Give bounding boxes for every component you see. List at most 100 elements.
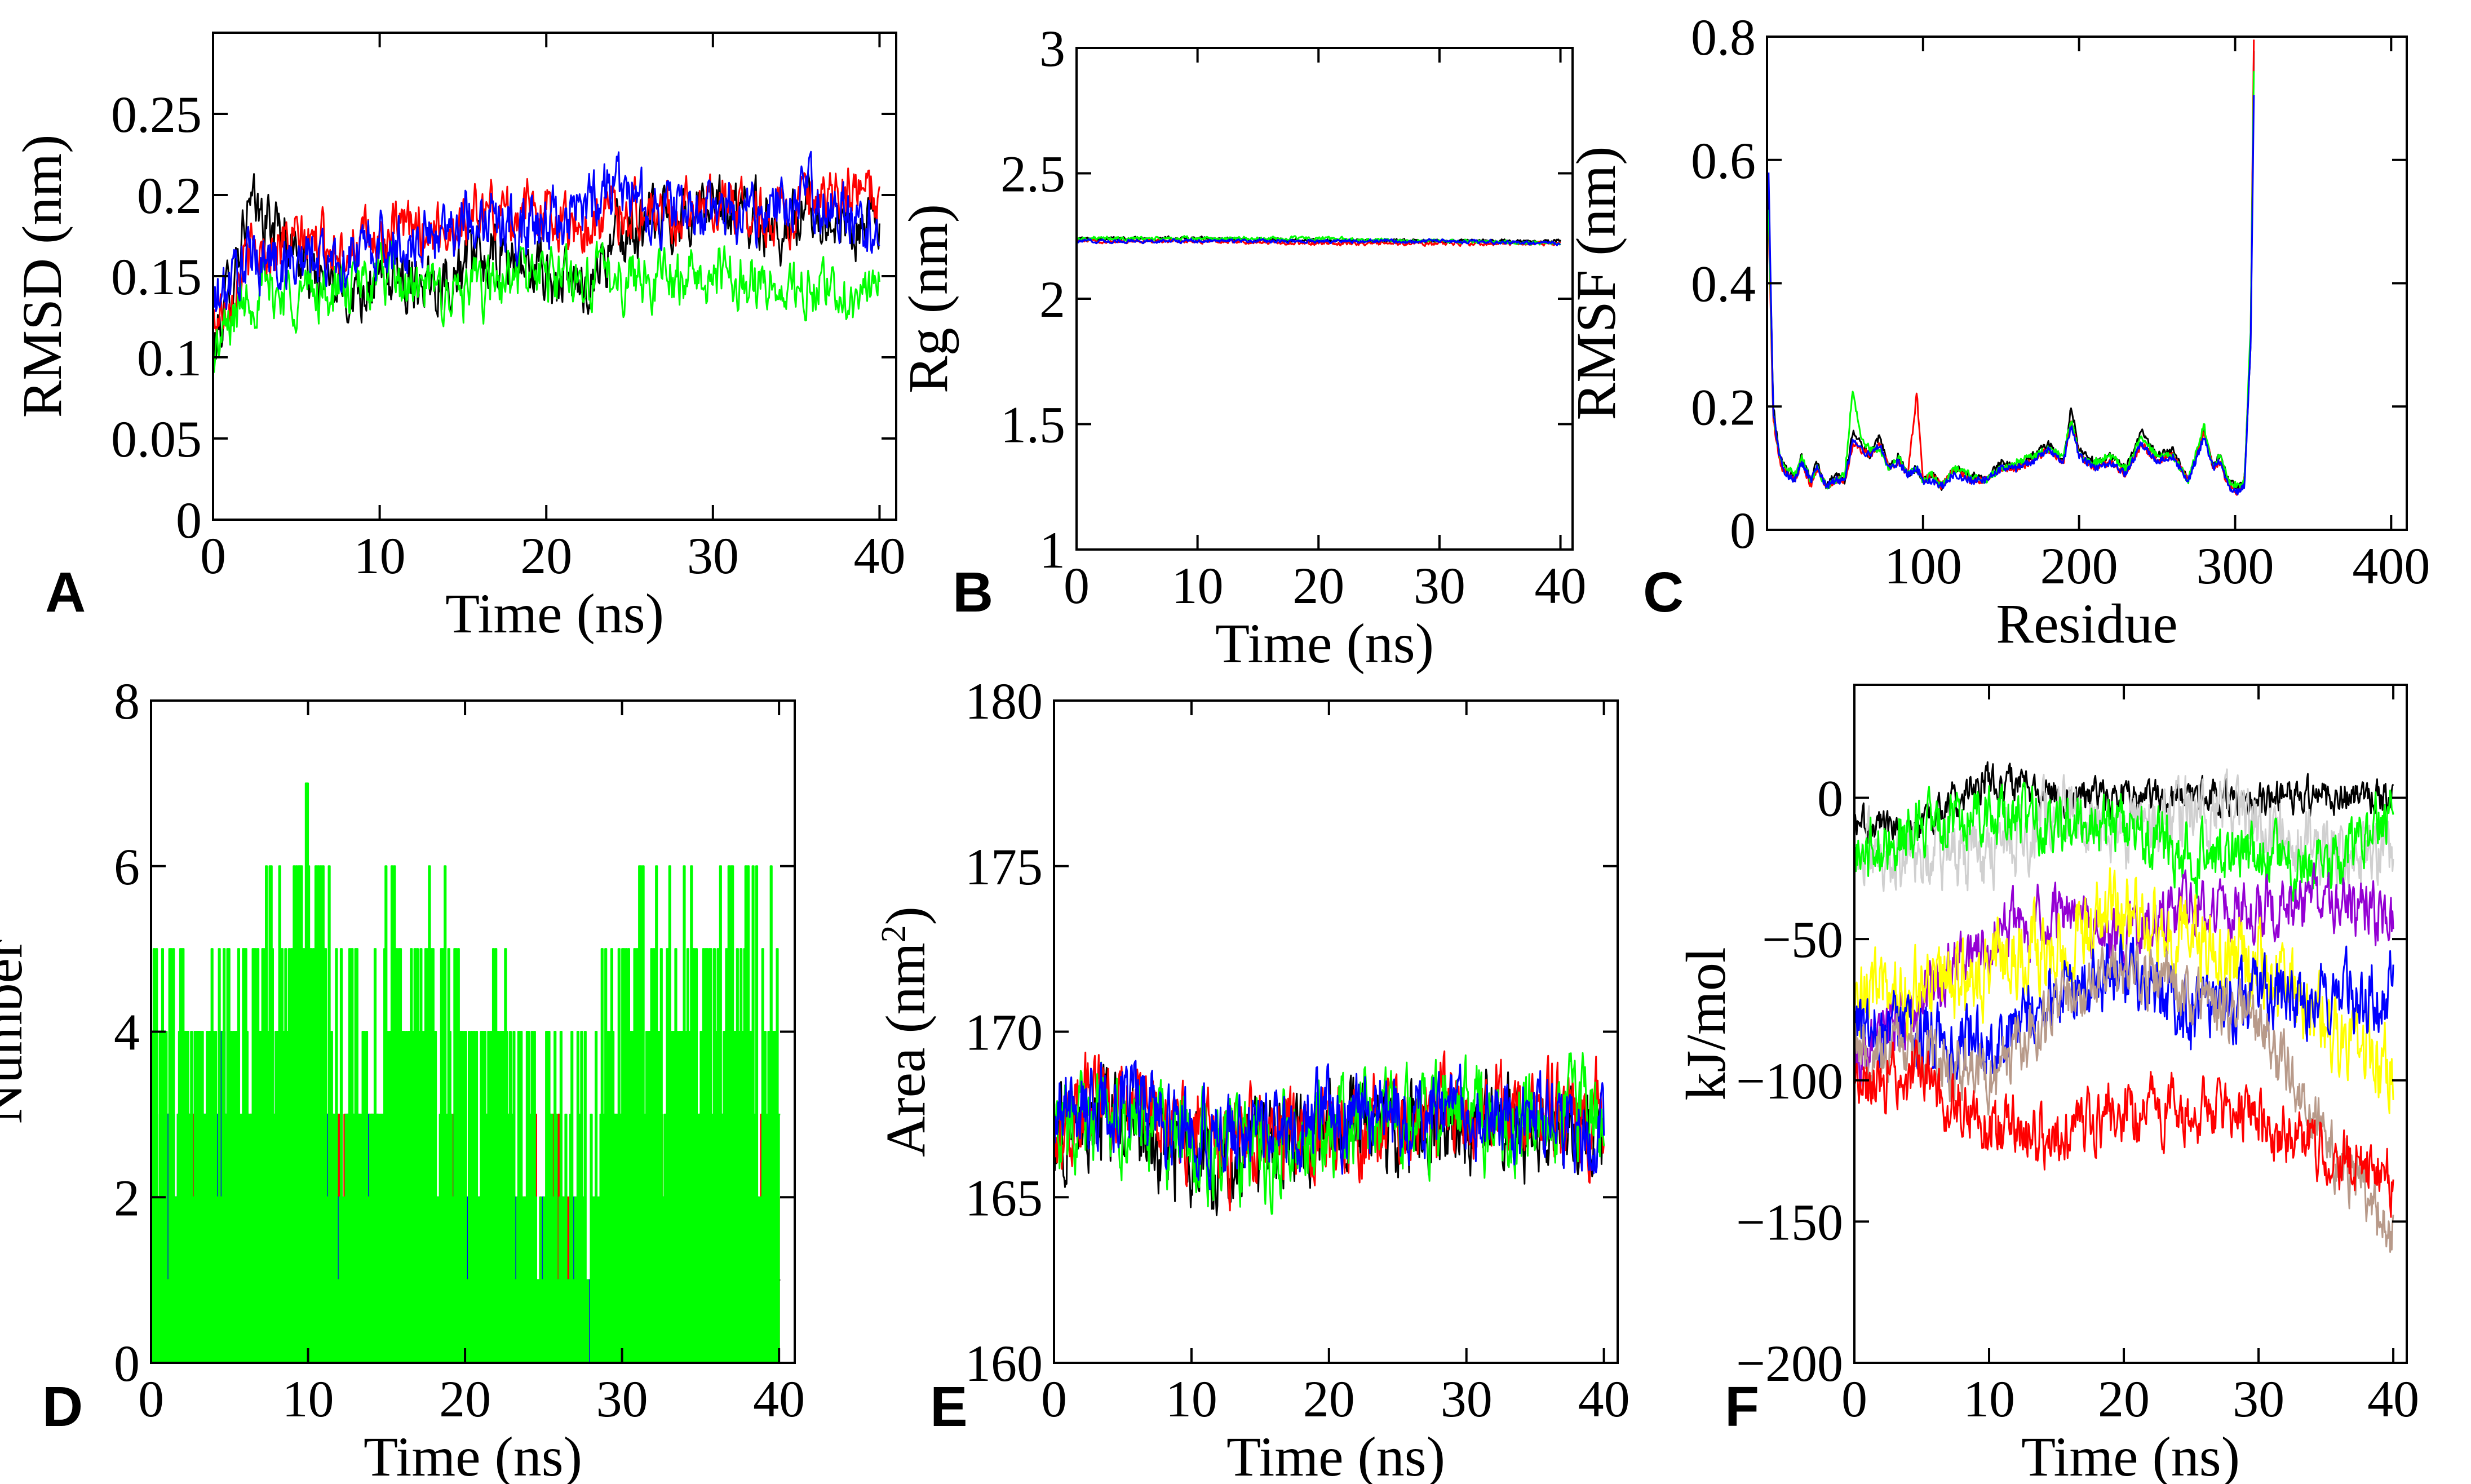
y-axis-title-superscript: 2 [875,925,913,942]
y-tick-label: 1.5 [1000,396,1065,454]
x-axis-title: Time (ns) [1215,612,1434,675]
y-axis-title: RMSD (nm) [11,135,73,418]
y-tick-label: 160 [965,1335,1043,1392]
y-tick-label: 0.15 [111,248,202,305]
y-tick-label: 0.25 [111,86,202,143]
x-tick-label: 10 [1172,557,1224,614]
y-axis-title-text: Number [0,940,34,1124]
y-axis-title: Area (nm2) [874,906,937,1157]
y-tick-label: 0.8 [1691,8,1756,66]
y-tick-label: 175 [965,838,1043,896]
y-axis-title: RMSF (nm) [1565,146,1627,420]
y-tick-label: 165 [965,1169,1043,1226]
y-tick-label: 4 [114,1004,140,1061]
y-axis-title: kJ/mol [1675,947,1737,1100]
panel-letter: B [953,561,993,624]
y-axis-title-text: RMSD (nm) [11,135,73,418]
x-tick-label: 10 [1166,1370,1217,1428]
y-tick-label: 0.2 [1691,378,1756,436]
x-axis-title: Time (ns) [2021,1425,2240,1484]
panel-letter: D [42,1375,83,1438]
series-blue [213,150,880,312]
y-axis-title-text: RMSF (nm) [1565,146,1627,420]
series-group [151,782,781,1363]
y-axis-title-text: kJ/mol [1675,947,1737,1100]
x-tick-label: 30 [2233,1370,2284,1428]
x-tick-label: 300 [2196,537,2274,595]
y-tick-label: 0.1 [137,329,202,387]
series-blue [1768,95,2255,495]
x-tick-label: 30 [687,527,739,584]
series-green [151,782,781,1363]
y-axis-title-close: ) [874,906,937,925]
x-tick-label: 40 [2367,1370,2419,1428]
panel-letter: A [45,561,86,624]
x-tick-label: 200 [2040,537,2118,595]
series-group [213,150,880,373]
panel-letter: F [1725,1375,1759,1438]
x-tick-label: 10 [1963,1370,2015,1428]
series-green [1768,71,2255,490]
panel-letter: C [1643,561,1684,624]
series-brown [1854,943,2394,1253]
series-purple [1854,862,2394,1091]
plot-frame [1075,47,1574,551]
y-tick-label: 1 [1039,521,1065,579]
y-axis-title-text: Area (nm [874,942,937,1157]
y-tick-label: 0.2 [137,167,202,224]
x-tick-label: 40 [853,527,905,584]
series-group [1768,39,2255,496]
panel-e-sasa-area: 0 10 20 30 40 160 165 170 175 180 Time (ns) Area (n… [874,672,1630,1484]
series-yellow [1854,867,2394,1114]
series-group [1854,761,2394,1253]
x-tick-label: 400 [2352,537,2430,595]
y-tick-label: 0 [1817,770,1843,827]
y-tick-label: −150 [1736,1193,1843,1251]
y-axis-title: Rg (nm) [897,204,959,393]
series-blue [1077,238,1561,246]
y-tick-label: 180 [965,672,1043,730]
x-tick-label: 40 [1535,557,1587,614]
plot-frame [1053,699,1619,1364]
panel-a-rmsd: 0 10 20 30 40 0 0.05 0.1 0.15 0.2 0.25 Time (ns) RMS… [11,32,905,645]
panel-c-rmsf: 100 200 300 400 0 0.2 0.4 0.6 0.8 Residue RMSF (nm… [1565,8,2430,655]
y-tick-label: 0.6 [1691,132,1756,189]
series-red [1854,1039,2394,1218]
y-tick-label: 2.5 [1000,145,1065,203]
x-tick-label: 0 [1064,557,1090,614]
x-tick-label: 40 [1578,1370,1630,1428]
y-tick-label: −200 [1736,1335,1843,1392]
series-red [1768,39,2255,496]
y-tick-label: −50 [1762,911,1843,968]
y-tick-label: 3 [1039,20,1065,77]
series-green [213,241,880,373]
x-tick-label: 30 [1414,557,1465,614]
panel-letter: E [930,1375,968,1438]
x-tick-label: 20 [1292,557,1344,614]
x-tick-label: 100 [1884,537,1962,595]
y-axis-title: Number [0,940,34,1124]
y-tick-label: 0 [114,1335,140,1392]
x-tick-label: 20 [439,1370,491,1428]
x-tick-label: 0 [1841,1370,1867,1428]
series-blue [1054,1060,1605,1190]
x-tick-label: 10 [282,1370,334,1428]
x-axis-title: Time (ns) [1226,1425,1445,1484]
series-group [1077,235,1561,247]
y-tick-label: 0.05 [111,410,202,468]
series-group [1054,1050,1605,1216]
y-tick-label: 170 [965,1004,1043,1061]
x-tick-label: 0 [1041,1370,1067,1428]
y-tick-label: 0 [176,491,202,549]
x-tick-label: 0 [200,527,226,584]
series-black [1768,51,2255,491]
series-red [1077,238,1561,247]
y-tick-label: 2 [1039,271,1065,328]
y-tick-label: 8 [114,672,140,730]
panel-d-hbond-number: 0 10 20 30 40 0 2 4 6 8 Time (ns) Number D [0,672,805,1484]
x-tick-label: 20 [1303,1370,1355,1428]
x-tick-label: 0 [138,1370,164,1428]
series-green [1854,782,2394,902]
x-axis-title: Time (ns) [364,1425,582,1484]
